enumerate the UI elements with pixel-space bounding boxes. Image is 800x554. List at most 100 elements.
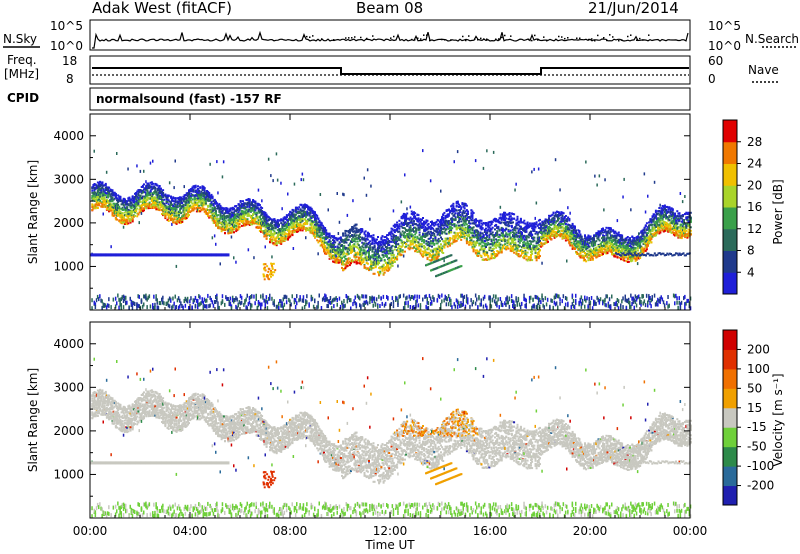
echo-cell: [137, 190, 140, 193]
echo-cell: [99, 185, 102, 188]
echo-cell: [104, 303, 107, 308]
echo-cell: [185, 194, 188, 197]
echo-cell: [406, 207, 408, 211]
echo-cell: [127, 199, 130, 202]
echo-cell: [317, 304, 319, 309]
echo-cell: [181, 205, 184, 208]
echo-cell: [104, 186, 107, 189]
echo-cell: [105, 192, 108, 195]
echo-cell: [110, 193, 113, 195]
echo-cell: [158, 188, 161, 191]
echo-cell: [317, 252, 319, 256]
echo-cell: [112, 297, 115, 302]
echo-cell: [165, 198, 168, 201]
echo-cell: [257, 188, 260, 192]
echo-cell: [353, 247, 355, 251]
echo-cell: [108, 192, 111, 194]
echo-cell: [120, 203, 123, 206]
echo-cell: [170, 201, 172, 204]
nsearch-point: [621, 39, 623, 41]
echo-cell: [125, 214, 127, 217]
nsearch-point: [531, 39, 533, 42]
echo-cell: [368, 233, 370, 235]
echo-cell: [121, 200, 124, 203]
echo-cell: [389, 248, 392, 251]
echo-cell: [126, 207, 129, 209]
echo-cell: [162, 189, 165, 192]
echo-cell: [96, 294, 99, 299]
echo-cell: [110, 305, 112, 310]
echo-cell: [146, 199, 149, 201]
echo-cell: [210, 297, 212, 302]
echo-cell: [152, 187, 154, 190]
echo-cell: [180, 196, 183, 199]
echo-cell: [93, 191, 96, 194]
echo-cell: [125, 203, 127, 206]
echo-cell: [152, 305, 154, 310]
echo-cell: [194, 198, 197, 200]
nsearch-point: [588, 38, 590, 41]
echo-cell: [216, 160, 218, 164]
nsearch-point: [417, 37, 419, 39]
echo-cell: [132, 198, 135, 201]
echo-cell: [437, 253, 440, 256]
echo-cell: [209, 205, 212, 208]
echo-cell: [137, 200, 140, 203]
echo-cell: [138, 196, 141, 199]
nsearch-point: [618, 39, 620, 42]
echo-cell: [184, 197, 187, 200]
echo-cell: [121, 212, 124, 215]
echo-cell: [101, 196, 104, 199]
echo-cell: [281, 231, 284, 234]
echo-cell: [152, 200, 154, 203]
echo-cell: [162, 214, 165, 217]
echo-cell: [96, 207, 99, 209]
echo-cell: [397, 298, 399, 303]
echo-cell: [185, 209, 188, 212]
echo-cell: [269, 296, 271, 301]
beam-title: Beam 08: [356, 0, 423, 17]
nsearch-point: [360, 36, 362, 39]
nsearch-point: [576, 37, 578, 39]
echo-cell: [185, 206, 188, 209]
echo-cell: [299, 295, 301, 300]
echo-cell: [182, 210, 185, 213]
echo-cell: [400, 233, 403, 236]
echo-cell: [173, 203, 176, 205]
echo-cell: [308, 303, 310, 308]
echo-cell: [343, 252, 346, 255]
echo-cell: [207, 195, 210, 198]
echo-cell: [345, 241, 348, 244]
echo-cell: [113, 214, 116, 217]
echo-cell: [365, 294, 368, 299]
echo-cell: [108, 210, 111, 213]
echo-cell: [120, 303, 122, 308]
echo-cell: [398, 245, 401, 247]
echo-cell: [155, 198, 158, 201]
echo-cell: [100, 298, 102, 303]
echo-cell: [433, 232, 436, 235]
echo-cell: [198, 195, 201, 198]
echo-cell: [211, 210, 214, 213]
echo-cell: [401, 244, 404, 247]
echo-cell: [101, 205, 104, 208]
echo-cell: [409, 224, 412, 227]
echo-cell: [125, 200, 127, 203]
echo-cell: [415, 303, 417, 308]
echo-cell: [167, 219, 170, 222]
echo-cell: [391, 264, 394, 267]
echo-cell: [170, 298, 172, 303]
echo-cell: [168, 304, 171, 309]
echo-cell: [127, 209, 130, 211]
echo-cell: [125, 209, 127, 212]
echo-cell: [153, 192, 156, 195]
nsearch-point: [642, 39, 644, 41]
echo-cell: [127, 210, 130, 213]
echo-cell: [247, 212, 250, 215]
echo-cell: [391, 296, 394, 301]
echo-cell: [271, 239, 274, 242]
echo-cell: [215, 212, 217, 215]
echo-cell: [130, 205, 133, 208]
echo-cell: [368, 252, 370, 254]
echo-cell: [102, 192, 105, 195]
